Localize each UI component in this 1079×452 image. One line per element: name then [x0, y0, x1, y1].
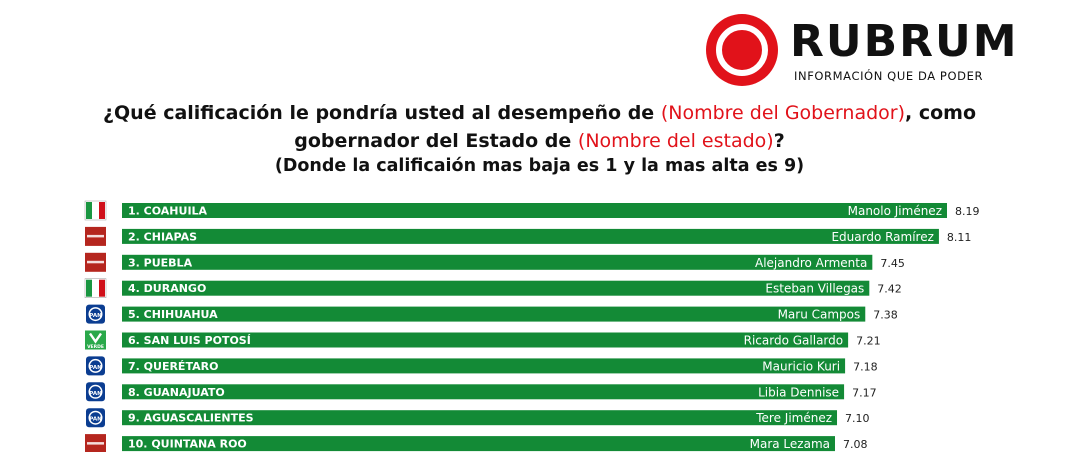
value-label-5: 7.38: [873, 309, 898, 322]
value-label-3: 7.45: [880, 257, 905, 270]
morena-icon-10: [85, 434, 106, 452]
category-label-7: 7. QUERÉTARO: [128, 360, 218, 373]
bar-10: [122, 436, 835, 452]
governor-label-9: Tere Jiménez: [755, 411, 832, 425]
category-label-2: 2. CHIAPAS: [128, 230, 197, 243]
governor-label-8: Libia Dennise: [758, 385, 839, 399]
bar-9: [122, 410, 838, 426]
question-text-4: ?: [773, 130, 785, 152]
governor-label-4: Esteban Villegas: [765, 282, 864, 296]
state-placeholder: (Nombre del estado): [577, 130, 774, 152]
value-label-6: 7.21: [856, 335, 881, 348]
pan-icon-7: PAN: [86, 356, 105, 376]
question-text-1: ¿Qué calificación le pondría usted al de…: [103, 102, 655, 124]
value-label-7: 7.18: [853, 360, 878, 373]
governor-label-7: Mauricio Kuri: [762, 359, 840, 373]
value-label-4: 7.42: [877, 283, 902, 296]
morena-icon-2: [85, 226, 106, 246]
governor-label-10: Mara Lezama: [750, 437, 830, 451]
bar-8: [122, 384, 845, 400]
category-label-1: 1. COAHUILA: [128, 205, 208, 218]
morena-icon-3: [85, 252, 106, 272]
category-label-6: 6. SAN LUIS POTOSÍ: [128, 334, 251, 347]
value-label-1: 8.19: [955, 205, 980, 218]
bar-4: [122, 280, 870, 296]
verde-icon-6: VERDE: [85, 330, 106, 350]
rubrum-logo: RUBRUM INFORMACIÓN QUE DA PODER: [706, 14, 1036, 94]
value-label-2: 8.11: [947, 231, 972, 244]
svg-text:R: R: [92, 207, 98, 216]
bar-6: [122, 332, 849, 348]
question-text-3: gobernador del Estado de: [294, 130, 572, 152]
category-label-9: 9. AGUASCALIENTES: [128, 412, 254, 425]
category-label-10: 10. QUINTANA ROO: [128, 438, 247, 451]
category-label-8: 8. GUANAJUATO: [128, 386, 225, 399]
question-note: (Donde la calificaión mas baja es 1 y la…: [274, 156, 805, 176]
logo-name: RUBRUM: [790, 16, 1019, 67]
value-label-9: 7.10: [845, 412, 870, 425]
svg-text:PAN: PAN: [89, 391, 102, 397]
bar-1: [122, 203, 947, 218]
category-label-5: 5. CHIHUAHUA: [128, 308, 218, 321]
bar-5: [122, 306, 866, 322]
value-label-8: 7.17: [852, 386, 877, 399]
category-label-3: 3. PUEBLA: [128, 256, 193, 269]
svg-text:VERDE: VERDE: [87, 344, 104, 350]
question-line-1: ¿Qué calificación le pondría usted al de…: [0, 102, 1079, 124]
pri-icon-1: R: [84, 200, 107, 221]
category-label-4: 4. DURANGO: [128, 282, 206, 295]
value-label-10: 7.08: [843, 438, 868, 451]
svg-text:PAN: PAN: [89, 417, 102, 423]
rubrum-logo-mark-icon: [706, 14, 778, 86]
pri-icon-4: R: [84, 278, 107, 298]
governor-placeholder: (Nombre del Gobernador): [660, 102, 905, 124]
governor-label-3: Alejandro Armenta: [755, 256, 867, 270]
bar-3: [122, 254, 873, 270]
svg-text:R: R: [92, 285, 98, 294]
governor-label-2: Eduardo Ramírez: [831, 230, 933, 244]
bar-7: [122, 358, 846, 374]
governor-label-5: Maru Campos: [778, 308, 861, 322]
governor-label-1: Manolo Jiménez: [848, 204, 942, 218]
pan-icon-9: PAN: [86, 408, 105, 428]
svg-text:PAN: PAN: [89, 313, 102, 319]
logo-tagline: INFORMACIÓN QUE DA PODER: [794, 69, 984, 83]
governor-label-6: Ricardo Gallardo: [744, 334, 843, 348]
pan-icon-5: PAN: [86, 304, 105, 324]
bar-2: [122, 228, 939, 244]
svg-text:PAN: PAN: [89, 365, 102, 371]
question-line-2: gobernador del Estado de (Nombre del est…: [0, 130, 1079, 152]
question-text-2: , como: [905, 102, 976, 124]
pan-icon-8: PAN: [86, 382, 105, 402]
